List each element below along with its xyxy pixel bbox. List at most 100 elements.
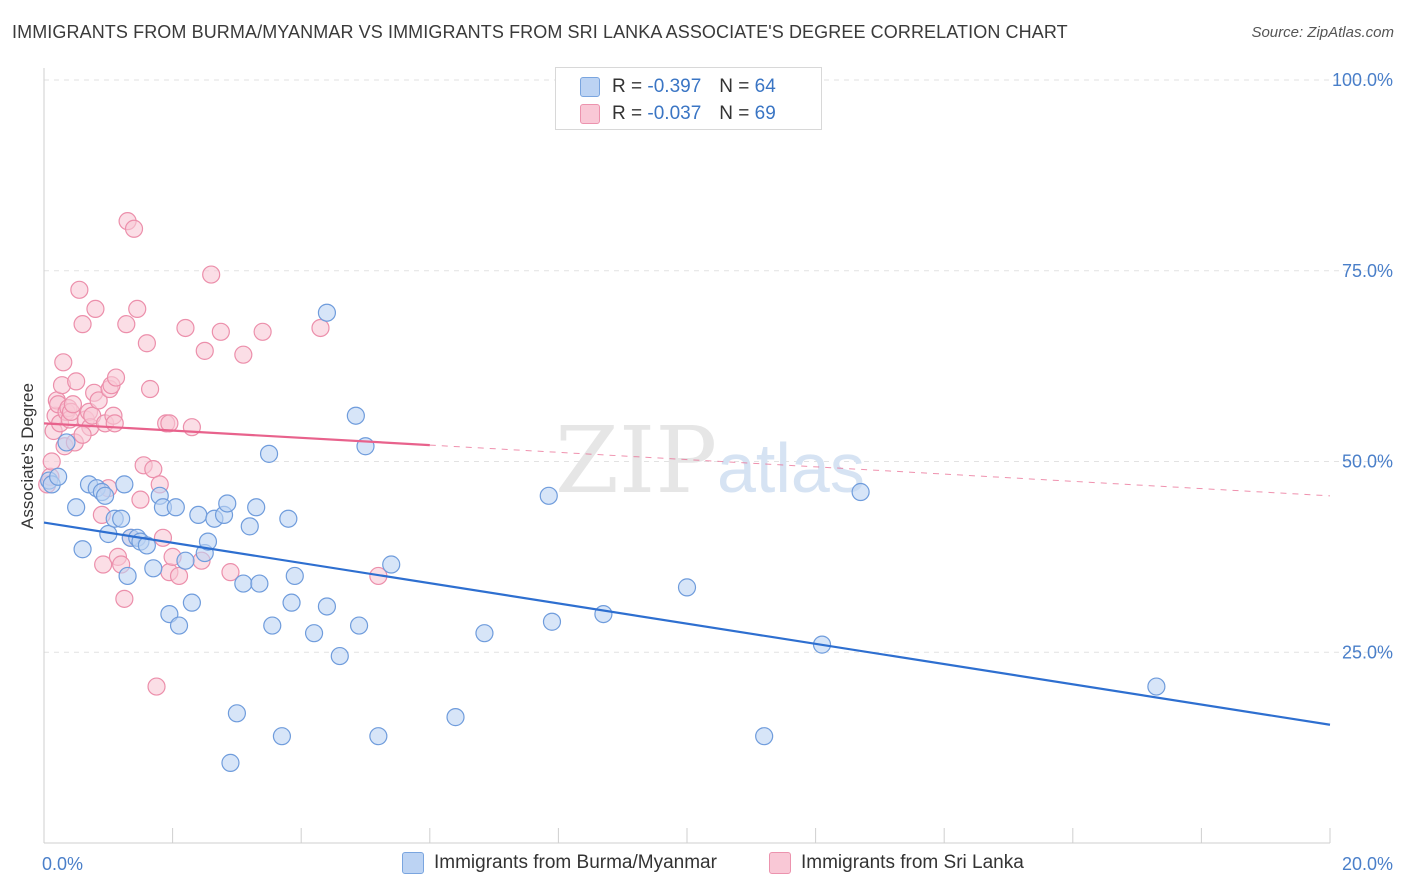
sri-lanka-point [117, 315, 136, 334]
sri-lanka-point [176, 318, 195, 338]
burma-trend-line [43, 521, 1331, 726]
burma-point [234, 574, 253, 593]
burma-point [227, 704, 246, 723]
sri-lanka-point [86, 299, 105, 318]
burma-point [259, 444, 279, 463]
stats-legend: R = -0.397 N = 64 R = -0.037 N = 69 [555, 67, 822, 130]
sri-lanka-point [70, 280, 89, 299]
sri-lanka-point [105, 414, 124, 433]
trend-lines [43, 422, 1331, 726]
sri-lanka-point [63, 395, 83, 414]
sri-lanka-point [202, 265, 221, 284]
sri-lanka-point [73, 425, 92, 444]
burma-point [304, 624, 324, 643]
burma-point [263, 616, 282, 635]
sri-lanka-point [169, 566, 189, 586]
legend-swatch-blue [580, 77, 600, 97]
x-tick-label: 20.0% [1342, 854, 1393, 874]
burma-point [221, 753, 240, 772]
series-legend: Immigrants from Burma/Myanmar Immigrants… [0, 852, 1406, 878]
sri-lanka-point [115, 589, 134, 608]
legend-swatch-blue [402, 852, 424, 874]
burma-point [118, 566, 137, 586]
series-burma-points [40, 303, 1166, 772]
burma-point [240, 517, 259, 536]
sri-lanka-point [140, 379, 160, 399]
burma-point [218, 494, 237, 513]
sri-lanka-trend-line [43, 422, 430, 447]
sri-lanka-point [89, 391, 108, 410]
burma-point [539, 486, 558, 505]
legend-swatch-pink [769, 852, 791, 874]
burma-point [115, 475, 134, 494]
sri-lanka-point [128, 299, 147, 318]
sri-lanka-point [106, 368, 126, 387]
legend-r-value: -0.037 [647, 103, 702, 124]
sri-lanka-point [153, 528, 173, 547]
burma-point [346, 406, 365, 425]
sri-lanka-point [124, 219, 144, 238]
legend-label-burma: Immigrants from Burma/Myanmar [434, 852, 717, 873]
sri-lanka-point [253, 322, 272, 341]
burma-point [182, 593, 201, 612]
legend-item-burma[interactable]: Immigrants from Burma/Myanmar [402, 852, 717, 874]
burma-point [369, 727, 388, 746]
burma-point [279, 509, 298, 528]
burma-point [169, 616, 189, 635]
burma-point [349, 616, 369, 635]
burma-point [198, 532, 218, 551]
burma-point [755, 727, 774, 746]
legend-n-value: 64 [754, 76, 776, 97]
legend-n-value: 69 [754, 103, 776, 124]
legend-n-label: N = [719, 103, 750, 124]
burma-point [247, 498, 266, 517]
sri-lanka-point [147, 677, 166, 696]
sri-lanka-point [311, 318, 330, 338]
burma-point [189, 505, 208, 525]
sri-lanka-point [144, 460, 163, 479]
sri-lanka-point [221, 563, 240, 582]
burma-point [851, 482, 870, 502]
y-axis-label: Associate's Degree [18, 383, 37, 529]
series-sri-lanka-points [38, 212, 388, 696]
legend-r-value: -0.397 [647, 76, 702, 97]
burma-point [49, 467, 68, 486]
grid-lines [44, 79, 1392, 653]
source-credit: Source: ZipAtlas.com [1251, 24, 1394, 41]
burma-point [67, 498, 86, 517]
legend-row-sri-lanka: R = -0.037 N = 69 [580, 101, 776, 127]
axes [43, 68, 1331, 844]
sri-lanka-point [67, 372, 86, 391]
burma-point [144, 559, 163, 578]
burma-point [73, 540, 92, 559]
burma-point [57, 433, 76, 452]
burma-point [112, 509, 131, 528]
burma-point [446, 708, 465, 727]
chart-title: IMMIGRANTS FROM BURMA/MYANMAR VS IMMIGRA… [12, 22, 1068, 42]
legend-row-burma: R = -0.397 N = 64 [580, 74, 776, 100]
burma-point [176, 551, 195, 570]
legend-swatch-pink [580, 104, 600, 124]
burma-point [330, 646, 349, 666]
burma-point [272, 727, 292, 746]
x-tick-label: 0.0% [42, 854, 83, 874]
burma-point [594, 604, 613, 624]
burma-point [317, 597, 337, 616]
legend-item-sri-lanka[interactable]: Immigrants from Sri Lanka [769, 852, 1024, 874]
sri-lanka-point [42, 452, 61, 471]
burma-point [166, 498, 185, 517]
sri-lanka-point [137, 334, 156, 353]
burma-point [677, 578, 697, 597]
y-tick-label: 50.0% [1342, 452, 1393, 472]
burma-point [137, 536, 156, 555]
sri-lanka-point [54, 353, 73, 372]
sri-lanka-point [131, 490, 150, 509]
y-tick-label: 75.0% [1342, 261, 1393, 281]
sri-lanka-point [73, 315, 92, 334]
sri-lanka-point [94, 555, 113, 574]
sri-lanka-point [234, 345, 253, 364]
burma-point [475, 624, 494, 643]
burma-point [382, 555, 401, 574]
burma-point [250, 574, 269, 593]
legend-r-label: R = [612, 103, 643, 124]
